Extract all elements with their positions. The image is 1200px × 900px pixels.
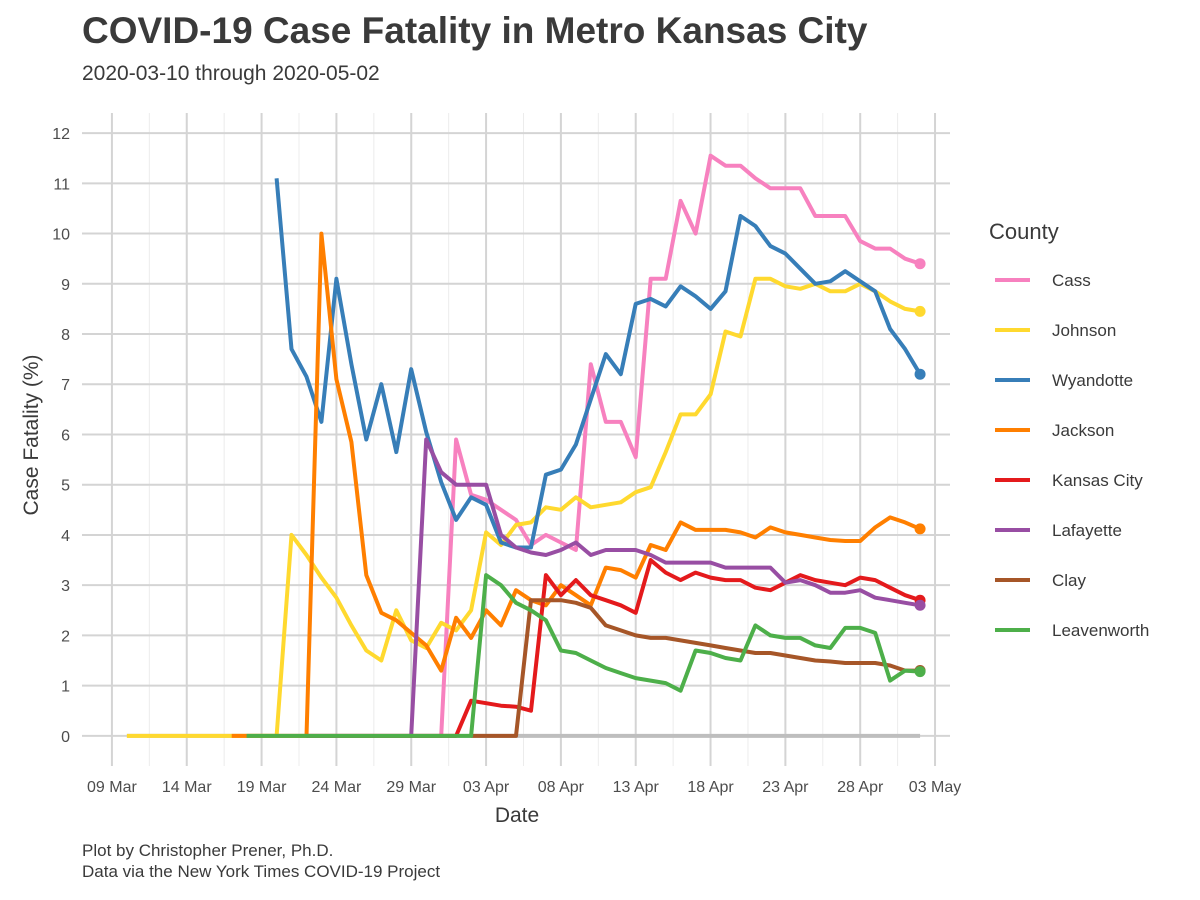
series-endpoint-cass (914, 258, 926, 270)
y-tick-label: 6 (61, 427, 70, 444)
y-tick-label: 4 (61, 528, 70, 545)
x-tick-label: 03 May (909, 779, 961, 796)
chart-subtitle: 2020-03-10 through 2020-05-02 (82, 62, 380, 85)
series-line-jackson (231, 231, 921, 738)
legend-label-clay: Clay (1052, 571, 1087, 590)
series-line-cass (439, 153, 921, 737)
y-tick-label: 10 (52, 227, 70, 244)
series-endpoint-lafayette (914, 599, 926, 611)
caption: Plot by Christopher Prener, Ph.D. Data v… (82, 840, 440, 882)
caption-line-author: Plot by Christopher Prener, Ph.D. (82, 841, 334, 860)
y-tick-label: 2 (61, 628, 70, 645)
x-tick-label: 19 Mar (237, 779, 287, 796)
y-tick-label: 7 (61, 377, 70, 394)
series-lines (126, 153, 926, 738)
series-line-leavenworth (246, 573, 921, 738)
x-tick-label: 24 Mar (312, 779, 362, 796)
legend-label-kansas-city: Kansas City (1052, 471, 1143, 490)
caption-line-source: Data via the New York Times COVID-19 Pro… (82, 862, 441, 881)
y-tick-label: 12 (52, 126, 70, 143)
series-line-lafayette (409, 437, 921, 737)
series-line-wyandotte (274, 178, 922, 550)
y-tick-label: 9 (61, 277, 70, 294)
series-endpoint-wyandotte (914, 368, 926, 380)
x-tick-label: 13 Apr (613, 779, 660, 796)
series-endpoint-leavenworth (914, 666, 926, 678)
x-tick-label: 29 Mar (386, 779, 436, 796)
x-tick-label: 23 Apr (762, 779, 809, 796)
legend: County Cass Johnson Wyandotte Jackson Kansas… (989, 219, 1149, 640)
y-tick-label: 3 (61, 578, 70, 595)
x-tick-label: 03 Apr (463, 779, 510, 796)
x-tick-label: 18 Apr (687, 779, 734, 796)
legend-label-johnson: Johnson (1052, 321, 1116, 340)
legend-label-leavenworth: Leavenworth (1052, 621, 1149, 640)
legend-label-jackson: Jackson (1052, 421, 1114, 440)
grid (82, 113, 950, 766)
chart-title: COVID-19 Case Fatality in Metro Kansas C… (82, 10, 868, 51)
series-endpoint-jackson (914, 523, 926, 535)
y-tick-label: 11 (53, 176, 70, 193)
legend-label-wyandotte: Wyandotte (1052, 371, 1133, 390)
legend-label-cass: Cass (1052, 271, 1091, 290)
x-axis-ticks: 09 Mar 14 Mar 19 Mar 24 Mar 29 Mar 03 Apr 08 A… (87, 779, 961, 796)
y-tick-label: 0 (61, 729, 70, 746)
x-axis-title: Date (495, 804, 539, 827)
legend-label-lafayette: Lafayette (1052, 521, 1122, 540)
legend-title: County (989, 219, 1059, 244)
y-tick-label: 5 (61, 478, 70, 495)
y-axis-title: Case Fatality (%) (20, 354, 43, 515)
y-tick-label: 8 (61, 327, 70, 344)
x-tick-label: 14 Mar (162, 779, 212, 796)
series-endpoint-johnson (914, 305, 926, 317)
x-tick-label: 08 Apr (538, 779, 585, 796)
x-tick-label: 09 Mar (87, 779, 137, 796)
y-tick-label: 1 (61, 679, 70, 696)
series-line-clay (471, 598, 921, 738)
x-tick-label: 28 Apr (837, 779, 884, 796)
